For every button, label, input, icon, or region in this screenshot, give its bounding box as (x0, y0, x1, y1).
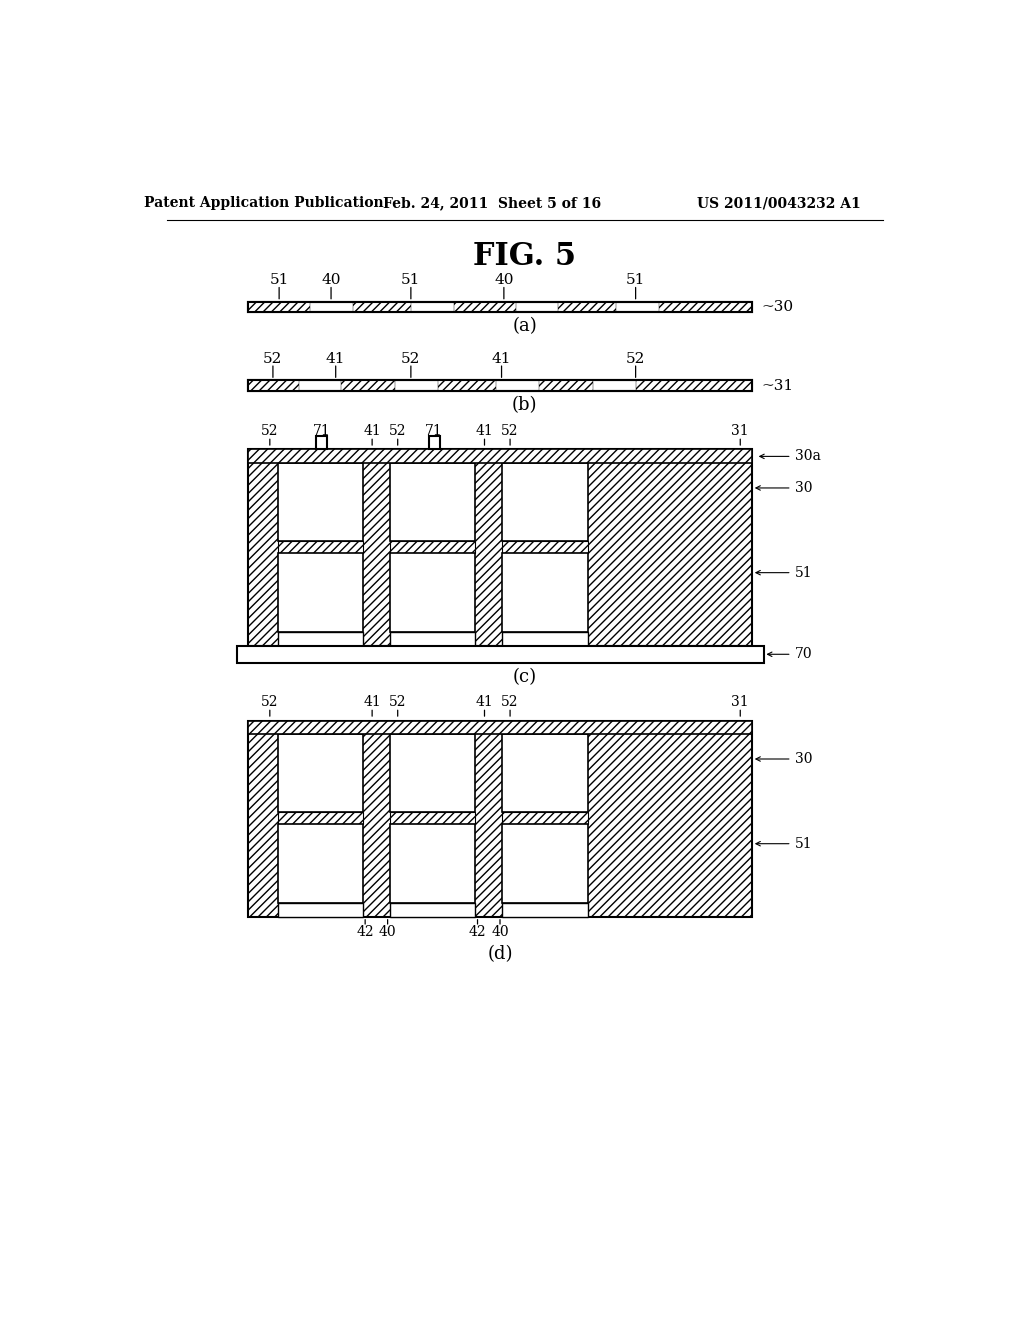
Bar (503, 541, 588, 553)
Text: Feb. 24, 2011  Sheet 5 of 16: Feb. 24, 2011 Sheet 5 of 16 (383, 197, 601, 210)
Bar (248, 302, 752, 313)
Bar (278, 903, 362, 917)
Text: 41: 41 (326, 351, 345, 366)
Text: 52: 52 (502, 424, 519, 438)
Text: US 2011/0043232 A1: US 2011/0043232 A1 (697, 197, 861, 210)
Text: 40: 40 (379, 925, 396, 940)
Bar (503, 734, 588, 812)
Bar (390, 541, 475, 553)
Bar (278, 632, 362, 645)
Bar (503, 632, 588, 645)
Text: 52: 52 (261, 696, 279, 709)
Text: 52: 52 (389, 696, 407, 709)
Text: 40: 40 (495, 273, 514, 286)
Text: 31: 31 (731, 424, 750, 438)
Bar (278, 825, 362, 903)
Bar (658, 302, 752, 313)
Text: 51: 51 (756, 566, 812, 579)
Text: 51: 51 (401, 273, 421, 286)
Bar (248, 449, 752, 645)
Text: 41: 41 (475, 696, 494, 709)
Text: FIG. 5: FIG. 5 (473, 242, 577, 272)
Text: 41: 41 (475, 424, 494, 438)
Bar (278, 463, 362, 541)
Text: (c): (c) (513, 668, 537, 685)
Text: (d): (d) (487, 945, 513, 962)
Text: 30: 30 (756, 480, 812, 495)
Text: 52: 52 (389, 424, 407, 438)
Bar (558, 302, 616, 313)
Bar (278, 553, 362, 632)
Bar (503, 812, 588, 825)
Text: 52: 52 (502, 696, 519, 709)
Bar (503, 463, 588, 541)
Bar (390, 553, 475, 632)
Bar (237, 645, 764, 663)
Text: 51: 51 (269, 273, 289, 286)
Bar (316, 436, 328, 450)
Bar (278, 734, 362, 812)
Text: 30a: 30a (760, 449, 820, 463)
Text: 40: 40 (322, 273, 341, 286)
Bar (248, 721, 752, 917)
Bar (248, 449, 752, 463)
Bar (248, 302, 752, 313)
Bar (503, 553, 588, 632)
Bar (454, 302, 515, 313)
Bar (390, 825, 475, 903)
Text: 40: 40 (492, 925, 509, 940)
Bar (248, 380, 752, 391)
Text: 52: 52 (263, 351, 283, 366)
Text: Patent Application Publication: Patent Application Publication (143, 197, 383, 210)
Bar (248, 302, 310, 313)
Bar (390, 463, 475, 541)
Text: (a): (a) (512, 317, 538, 335)
Text: (b): (b) (512, 396, 538, 413)
Bar (503, 903, 588, 917)
Bar (390, 734, 475, 812)
Text: 71: 71 (425, 424, 443, 438)
Bar (390, 903, 475, 917)
Bar (278, 541, 362, 553)
Text: 51: 51 (756, 837, 812, 850)
Bar (429, 436, 439, 450)
Text: 52: 52 (626, 351, 645, 366)
Bar (248, 380, 752, 391)
Text: 30: 30 (756, 752, 812, 766)
Text: 51: 51 (626, 273, 645, 286)
Bar (438, 380, 496, 391)
Bar (248, 721, 752, 734)
Text: 41: 41 (364, 696, 381, 709)
Text: 70: 70 (768, 647, 812, 661)
Text: 42: 42 (469, 925, 486, 940)
Bar (390, 812, 475, 825)
Bar (352, 302, 411, 313)
Text: ~31: ~31 (761, 379, 794, 392)
Text: 31: 31 (731, 696, 750, 709)
Text: 52: 52 (401, 351, 421, 366)
Text: ~30: ~30 (761, 300, 794, 314)
Text: 42: 42 (356, 925, 374, 940)
Text: 52: 52 (261, 424, 279, 438)
Bar (278, 812, 362, 825)
Text: 71: 71 (313, 424, 331, 438)
Bar (503, 825, 588, 903)
Text: 41: 41 (364, 424, 381, 438)
Bar (341, 380, 395, 391)
Bar (539, 380, 593, 391)
Bar (390, 632, 475, 645)
Bar (248, 380, 299, 391)
Text: 41: 41 (492, 351, 511, 366)
Bar (636, 380, 752, 391)
